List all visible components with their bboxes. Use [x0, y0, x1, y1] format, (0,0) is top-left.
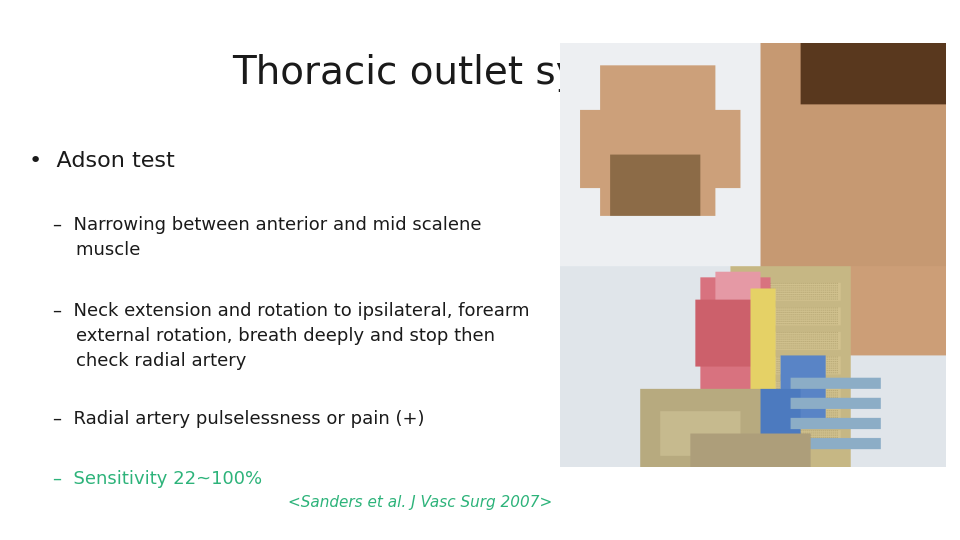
Text: <Sanders et al. J Vasc Surg 2007>: <Sanders et al. J Vasc Surg 2007> [288, 495, 552, 510]
Text: –  Narrowing between anterior and mid scalene
    muscle: – Narrowing between anterior and mid sca… [53, 216, 481, 259]
Text: •  Adson test: • Adson test [29, 151, 175, 171]
Text: –  Radial artery pulselessness or pain (+): – Radial artery pulselessness or pain (+… [53, 410, 424, 428]
Text: –  Sensitivity 22~100%: – Sensitivity 22~100% [53, 470, 262, 488]
Text: Thoracic outlet syndrome: Thoracic outlet syndrome [231, 54, 729, 92]
Text: –  Neck extension and rotation to ipsilateral, forearm
    external rotation, br: – Neck extension and rotation to ipsilat… [53, 302, 529, 370]
